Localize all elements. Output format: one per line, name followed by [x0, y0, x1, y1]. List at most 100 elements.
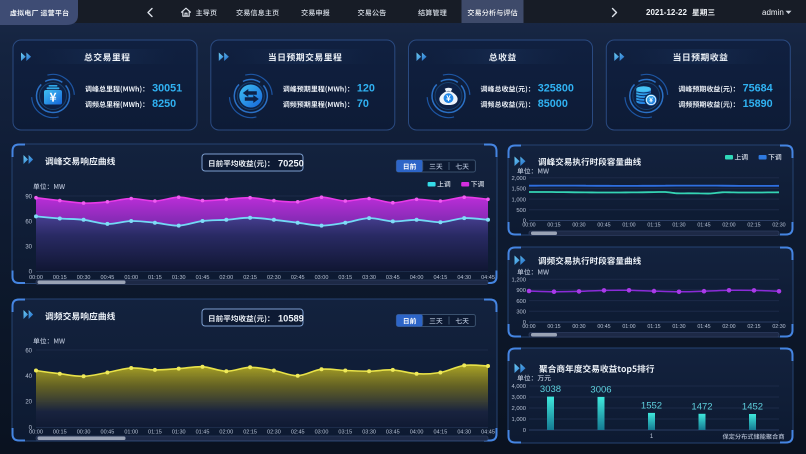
svg-text:0: 0 [523, 320, 526, 326]
svg-text:00:45: 00:45 [597, 223, 610, 229]
svg-text:4,000: 4,000 [511, 384, 526, 390]
svg-text:0: 0 [29, 269, 33, 275]
svg-text:3038: 3038 [540, 384, 561, 395]
svg-text:60: 60 [25, 219, 32, 225]
svg-text:00:30: 00:30 [77, 430, 91, 436]
svg-text:1552: 1552 [641, 400, 662, 411]
svg-text:02:15: 02:15 [747, 324, 760, 330]
svg-text:900: 900 [516, 288, 526, 294]
svg-text:2,000: 2,000 [511, 406, 526, 412]
svg-text:00:30: 00:30 [572, 223, 585, 229]
svg-text:20: 20 [25, 400, 32, 406]
svg-text:01:00: 01:00 [124, 275, 138, 281]
svg-text:00:45: 00:45 [101, 275, 115, 281]
svg-text:2,000: 2,000 [511, 176, 526, 182]
svg-text:02:30: 02:30 [772, 324, 785, 330]
svg-text:00:00: 00:00 [29, 430, 43, 436]
svg-text:02:45: 02:45 [291, 430, 305, 436]
svg-text:04:30: 04:30 [457, 275, 471, 281]
svg-text:01:15: 01:15 [647, 223, 660, 229]
svg-text:40: 40 [25, 374, 32, 380]
svg-text:04:00: 04:00 [410, 430, 424, 436]
svg-text:01:30: 01:30 [172, 430, 186, 436]
svg-text:02:15: 02:15 [747, 223, 760, 229]
svg-text:01:30: 01:30 [672, 223, 685, 229]
svg-text:1452: 1452 [742, 402, 763, 413]
svg-text:1,000: 1,000 [511, 197, 526, 203]
svg-text:30051: 30051 [152, 83, 182, 95]
svg-text:03:00: 03:00 [315, 430, 329, 436]
svg-text:00:15: 00:15 [547, 223, 560, 229]
svg-text:01:45: 01:45 [196, 275, 210, 281]
svg-text:04:45: 04:45 [481, 430, 495, 436]
svg-text:01:15: 01:15 [647, 324, 660, 330]
svg-text:70: 70 [357, 98, 369, 110]
svg-text:01:30: 01:30 [172, 275, 186, 281]
svg-text:02:15: 02:15 [243, 430, 257, 436]
svg-text:admin: admin [762, 8, 784, 17]
svg-text:01:45: 01:45 [697, 324, 710, 330]
svg-text:70250: 70250 [278, 158, 304, 168]
svg-text:02:30: 02:30 [267, 275, 281, 281]
svg-text:3,000: 3,000 [511, 395, 526, 401]
svg-text:325800: 325800 [538, 83, 574, 95]
svg-text:02:00: 02:00 [722, 223, 735, 229]
svg-text:15890: 15890 [743, 98, 773, 110]
svg-text:03:30: 03:30 [362, 275, 376, 281]
svg-text:04:15: 04:15 [434, 275, 448, 281]
svg-text:1472: 1472 [691, 401, 712, 412]
svg-text:00:15: 00:15 [53, 430, 67, 436]
svg-text:04:00: 04:00 [410, 275, 424, 281]
svg-text:02:00: 02:00 [722, 324, 735, 330]
svg-text:01:30: 01:30 [672, 324, 685, 330]
svg-text:1: 1 [650, 434, 654, 440]
svg-text:03:45: 03:45 [386, 275, 400, 281]
svg-text:02:30: 02:30 [772, 223, 785, 229]
svg-text:04:30: 04:30 [457, 430, 471, 436]
svg-text:0: 0 [523, 428, 526, 434]
svg-text:85000: 85000 [538, 98, 568, 110]
svg-text:00:45: 00:45 [597, 324, 610, 330]
svg-text:00:45: 00:45 [101, 430, 115, 436]
svg-text:01:15: 01:15 [148, 430, 162, 436]
svg-text:01:00: 01:00 [622, 223, 635, 229]
svg-text:8250: 8250 [152, 98, 176, 110]
svg-text:60: 60 [25, 348, 32, 354]
svg-text:1,000: 1,000 [511, 417, 526, 423]
svg-text:00:00: 00:00 [522, 223, 535, 229]
svg-text:10589: 10589 [278, 313, 304, 323]
svg-text:03:30: 03:30 [362, 430, 376, 436]
svg-text:300: 300 [516, 310, 526, 316]
svg-text:00:00: 00:00 [522, 324, 535, 330]
svg-text:00:30: 00:30 [77, 275, 91, 281]
svg-text:01:45: 01:45 [196, 430, 210, 436]
svg-text:0: 0 [523, 219, 526, 225]
svg-text:0: 0 [29, 425, 33, 431]
svg-text:90: 90 [25, 194, 32, 200]
svg-text:00:15: 00:15 [547, 324, 560, 330]
svg-text:01:00: 01:00 [622, 324, 635, 330]
svg-text:02:30: 02:30 [267, 430, 281, 436]
svg-text:01:00: 01:00 [124, 430, 138, 436]
svg-text:03:15: 03:15 [338, 430, 352, 436]
svg-text:03:45: 03:45 [386, 430, 400, 436]
svg-text:00:00: 00:00 [29, 275, 43, 281]
svg-text:02:00: 02:00 [219, 430, 233, 436]
svg-text:03:15: 03:15 [338, 275, 352, 281]
svg-text:01:15: 01:15 [148, 275, 162, 281]
svg-text:00:30: 00:30 [572, 324, 585, 330]
svg-text:00:15: 00:15 [53, 275, 67, 281]
svg-text:2021-12-22: 2021-12-22 [646, 8, 687, 17]
svg-text:30: 30 [25, 244, 32, 250]
svg-text:120: 120 [357, 83, 375, 95]
svg-text:600: 600 [516, 299, 526, 305]
svg-text:1,200: 1,200 [511, 277, 526, 283]
svg-text:3006: 3006 [590, 384, 611, 395]
svg-text:04:15: 04:15 [434, 430, 448, 436]
svg-text:02:15: 02:15 [243, 275, 257, 281]
svg-text:500: 500 [516, 208, 526, 214]
svg-text:03:00: 03:00 [315, 275, 329, 281]
svg-text:02:00: 02:00 [219, 275, 233, 281]
svg-text:02:45: 02:45 [291, 275, 305, 281]
svg-text:01:45: 01:45 [697, 223, 710, 229]
